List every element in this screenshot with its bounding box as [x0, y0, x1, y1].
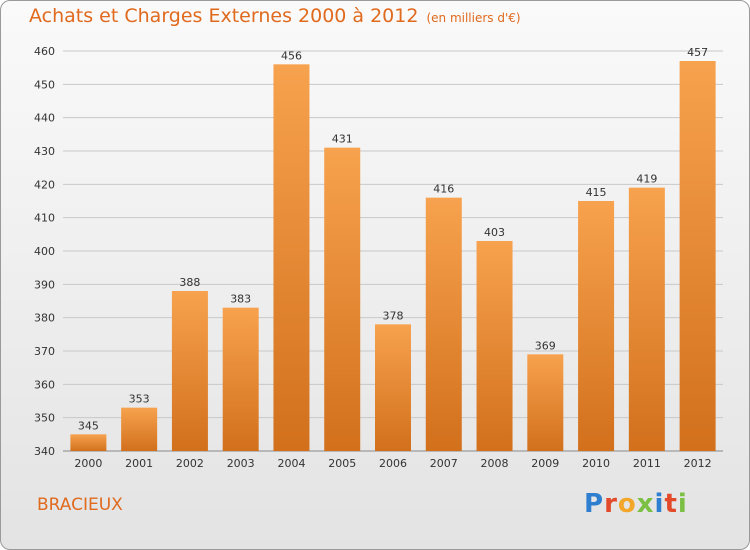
x-tick-label: 2004 [277, 457, 305, 470]
y-tick-label: 430 [34, 145, 55, 158]
x-tick-label: 2002 [176, 457, 204, 470]
logo-letter: x [636, 489, 655, 519]
value-labels: 345 353 388 383 456 431 378 416 403 369 415 419 457 [78, 46, 708, 432]
chart-title: Achats et Charges Externes 2000 à 2012 (e… [29, 5, 521, 27]
bar-2003 [222, 307, 259, 451]
logo-letter: P [584, 489, 605, 519]
logo-letter: i [654, 489, 665, 519]
value-label: 416 [433, 183, 454, 196]
y-tick-label: 360 [34, 378, 55, 391]
logo-letter: i [677, 489, 688, 519]
bar-2010 [578, 201, 615, 451]
value-label: 457 [687, 46, 708, 59]
value-label: 353 [129, 393, 150, 406]
x-tick-label: 2000 [74, 457, 102, 470]
logo-letter: t [664, 489, 678, 519]
value-label: 419 [636, 173, 657, 186]
bars [70, 61, 716, 452]
x-axis-ticks: 2000 2001 2002 2003 2004 2005 2006 2007 2008 2009… [74, 457, 711, 470]
value-label: 383 [230, 293, 251, 306]
x-tick-label: 2009 [531, 457, 559, 470]
x-tick-label: 2001 [125, 457, 153, 470]
bar-2008 [476, 241, 513, 451]
y-tick-label: 340 [34, 445, 55, 458]
bar-2002 [171, 291, 208, 451]
y-axis-ticks: 340 350 360 370 380 390 400 410 420 430 440 450 460 [34, 45, 55, 458]
value-label: 431 [332, 133, 353, 146]
logo-letter: o [617, 489, 637, 519]
bar-2000 [70, 434, 107, 451]
x-tick-label: 2011 [633, 457, 661, 470]
value-label: 345 [78, 419, 99, 432]
y-tick-label: 460 [34, 45, 55, 58]
x-tick-label: 2003 [227, 457, 255, 470]
x-tick-label: 2007 [430, 457, 458, 470]
value-label: 456 [281, 49, 302, 62]
bar-2006 [375, 324, 411, 451]
y-tick-label: 410 [34, 212, 55, 225]
y-tick-label: 440 [34, 112, 55, 125]
value-label: 369 [535, 339, 556, 352]
bar-2012 [679, 61, 716, 451]
bar-2007 [425, 197, 462, 451]
y-tick-label: 400 [34, 245, 55, 258]
bar-2005 [324, 147, 361, 451]
bar-2011 [628, 187, 665, 451]
bar-2001 [121, 407, 158, 451]
chart-title-text: Achats et Charges Externes 2000 à 2012 [29, 5, 419, 27]
logo-letter: r [604, 489, 618, 519]
x-tick-label: 2012 [684, 457, 712, 470]
x-tick-label: 2006 [379, 457, 407, 470]
value-label: 388 [179, 276, 200, 289]
y-tick-label: 350 [34, 412, 55, 425]
y-tick-label: 420 [34, 178, 55, 191]
x-tick-label: 2005 [328, 457, 356, 470]
bar-2009 [527, 354, 564, 451]
value-label: 378 [383, 309, 404, 322]
y-tick-label: 450 [34, 78, 55, 91]
y-tick-label: 370 [34, 345, 55, 358]
chart-subtitle: (en milliers d'€) [426, 11, 521, 25]
city-name: BRACIEUX [37, 495, 123, 515]
bar-2004 [273, 64, 310, 452]
y-tick-label: 390 [34, 278, 55, 291]
value-label: 415 [586, 186, 607, 199]
x-tick-label: 2010 [582, 457, 610, 470]
proxiti-logo: Proxiti [584, 489, 688, 519]
y-tick-label: 380 [34, 312, 55, 325]
x-tick-label: 2008 [481, 457, 509, 470]
value-label: 403 [484, 226, 505, 239]
